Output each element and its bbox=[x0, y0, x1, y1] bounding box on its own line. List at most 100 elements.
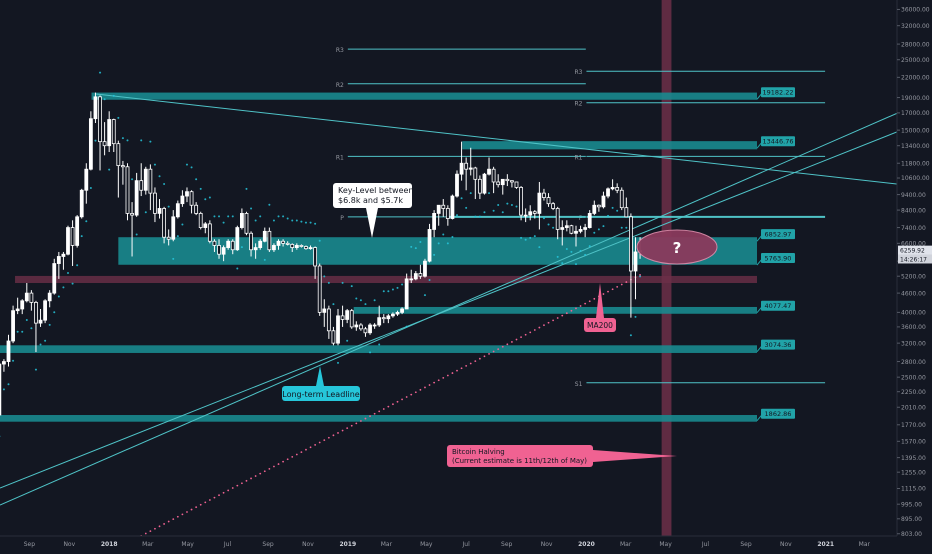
candle-body bbox=[401, 309, 404, 312]
candle-body bbox=[483, 174, 486, 193]
sar-dot bbox=[474, 216, 476, 218]
x-axis-tick-label: Sep bbox=[24, 541, 36, 548]
x-axis-tick-label: Jul bbox=[462, 541, 471, 548]
sar-dot bbox=[140, 139, 142, 141]
sar-dot bbox=[136, 233, 138, 235]
zone-13446-tag-label: 13446.76 bbox=[762, 138, 793, 146]
pivot-2019-label-r1: R1 bbox=[336, 154, 344, 161]
sar-dot bbox=[332, 303, 334, 305]
pivot-2020-label-s1: S1 bbox=[575, 381, 583, 388]
sar-dot bbox=[149, 141, 151, 143]
ma200-dot bbox=[351, 425, 353, 427]
sar-dot bbox=[67, 272, 69, 274]
sar-dot bbox=[163, 183, 165, 185]
sar-dot bbox=[364, 303, 366, 305]
pivot-2019-label-r3: R3 bbox=[336, 47, 344, 54]
zone-13446 bbox=[462, 141, 757, 149]
sar-dot bbox=[566, 248, 568, 250]
candle-body bbox=[131, 213, 134, 215]
candle-body bbox=[153, 193, 156, 213]
ma200-dot bbox=[145, 533, 147, 535]
candle-body bbox=[446, 208, 449, 218]
zone-4077-tag-label: 4077.47 bbox=[765, 302, 792, 310]
ma200-dot bbox=[511, 341, 513, 343]
candle-body bbox=[12, 311, 15, 341]
candle-body bbox=[542, 193, 545, 197]
sar-dot bbox=[410, 246, 412, 248]
x-axis-tick-label: Sep bbox=[740, 541, 752, 548]
sar-dot bbox=[250, 208, 252, 210]
ma200-dot bbox=[603, 293, 605, 295]
y-axis-tick-label: 1115.00 bbox=[901, 486, 926, 493]
candle-body bbox=[323, 309, 326, 312]
candle-body bbox=[99, 97, 102, 142]
ma200-dot bbox=[525, 334, 527, 336]
candle-body bbox=[314, 248, 317, 266]
candle-body bbox=[62, 254, 65, 256]
candle-body bbox=[533, 212, 536, 214]
zone-19182-tag-label: 19182.22 bbox=[762, 89, 793, 97]
candle-body bbox=[423, 261, 426, 276]
sar-dot bbox=[168, 206, 170, 208]
ma200-dot bbox=[639, 274, 641, 276]
sar-dot bbox=[470, 192, 472, 194]
candle-body bbox=[574, 231, 577, 233]
candle-body bbox=[282, 241, 285, 243]
candle-body bbox=[277, 241, 280, 245]
ma200-dot bbox=[465, 365, 467, 367]
ma200-dot bbox=[191, 509, 193, 511]
sar-dot bbox=[26, 319, 28, 321]
ma200-dot bbox=[456, 370, 458, 372]
candle-body bbox=[300, 245, 303, 246]
sar-dot bbox=[415, 247, 417, 249]
candle-body bbox=[144, 169, 147, 190]
candle-body bbox=[158, 208, 161, 213]
sar-dot bbox=[145, 211, 147, 213]
candle-body bbox=[337, 316, 340, 343]
sar-dot bbox=[113, 95, 115, 97]
sar-dot bbox=[488, 192, 490, 194]
sar-dot bbox=[360, 299, 362, 301]
sar-dot bbox=[570, 251, 572, 253]
ma200-dot bbox=[424, 387, 426, 389]
sar-dot bbox=[159, 175, 161, 177]
candle-body bbox=[195, 205, 198, 213]
sar-dot bbox=[538, 246, 540, 248]
candle-body bbox=[455, 174, 458, 196]
sar-dot bbox=[108, 169, 110, 171]
candle-body bbox=[396, 312, 399, 314]
ma200-dot bbox=[538, 327, 540, 329]
sar-dot bbox=[58, 296, 60, 298]
ma200-dot bbox=[520, 336, 522, 338]
y-axis-tick-label: 8400.00 bbox=[901, 207, 926, 214]
price-badge-label-1: 14:26:17 bbox=[900, 256, 927, 263]
ma200-dot bbox=[255, 475, 257, 477]
sar-dot bbox=[529, 237, 531, 239]
candle-body bbox=[327, 309, 330, 331]
candle-body bbox=[460, 163, 463, 174]
candle-body bbox=[126, 167, 129, 214]
candle-body bbox=[437, 205, 440, 213]
sar-dot bbox=[305, 222, 307, 224]
x-axis-tick-label: Jul bbox=[701, 541, 710, 548]
zone-1862 bbox=[0, 415, 757, 422]
candle-body bbox=[469, 168, 472, 169]
candle-body bbox=[524, 215, 527, 216]
ma200-dot bbox=[447, 375, 449, 377]
candle-body bbox=[579, 229, 582, 231]
ma200-dot bbox=[291, 456, 293, 458]
sar-dot bbox=[76, 264, 78, 266]
candle-body bbox=[112, 120, 115, 144]
sar-dot bbox=[515, 205, 517, 207]
candle-body bbox=[176, 204, 179, 217]
ma200-dot bbox=[200, 504, 202, 506]
candle-body bbox=[295, 245, 298, 247]
candle-body bbox=[515, 182, 518, 187]
ma200-dot bbox=[593, 298, 595, 300]
y-axis-tick-label: 11800.00 bbox=[901, 160, 930, 167]
sar-dot bbox=[278, 215, 280, 217]
y-axis-tick-label: 3600.00 bbox=[901, 324, 926, 331]
